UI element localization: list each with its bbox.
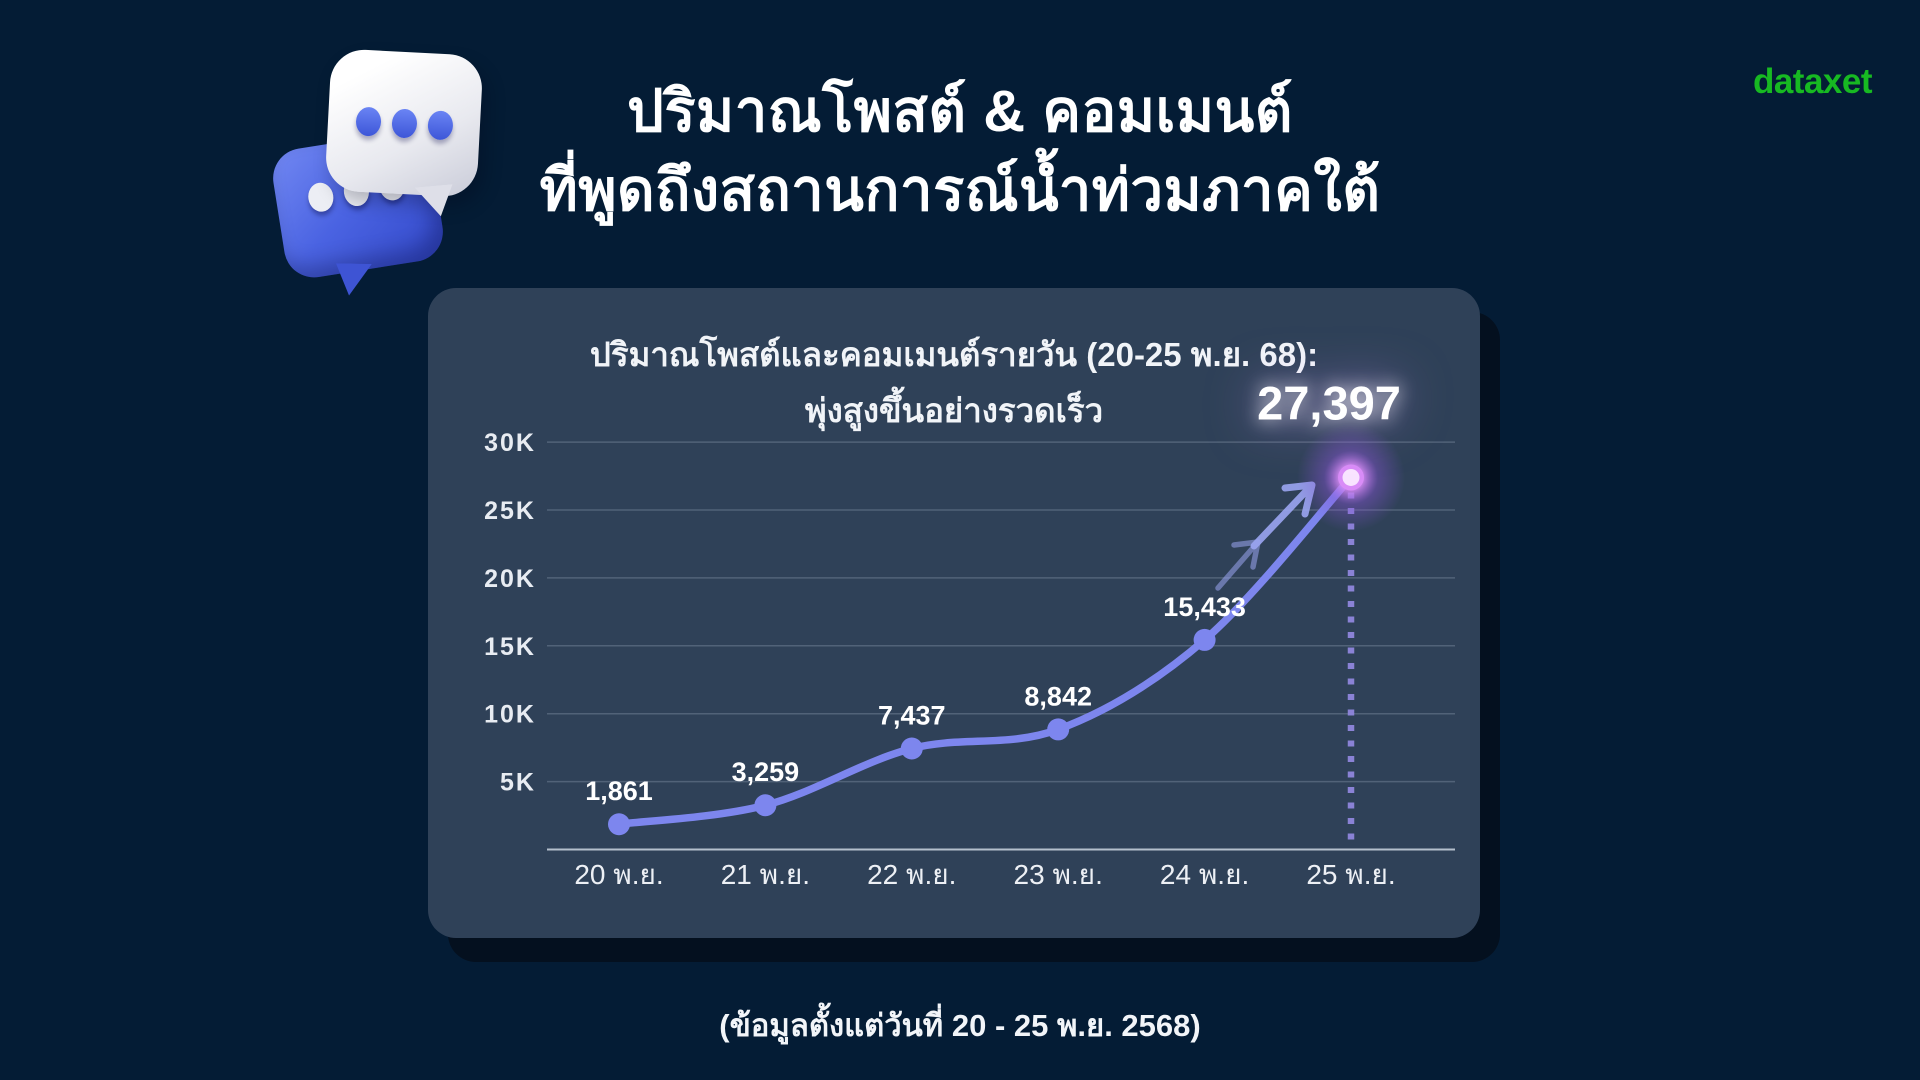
data-point: [1047, 718, 1070, 741]
data-point: [608, 813, 630, 836]
x-tick-label: 24 พ.ย.: [1160, 859, 1249, 890]
value-label: 7,437: [878, 701, 946, 731]
dataxet-logo: dataxet: [1752, 62, 1873, 101]
x-tick-label: 21 พ.ย.: [721, 859, 810, 890]
value-label: 3,259: [732, 757, 800, 787]
value-label: 1,861: [585, 776, 653, 806]
page-title: ปริมาณโพสต์ & คอมเมนต์ ที่พูดถึงสถานการณ…: [0, 73, 1920, 231]
data-point: [900, 737, 923, 760]
highlight-value-label: 27,397: [1257, 376, 1401, 429]
x-tick-label: 23 พ.ย.: [1014, 859, 1103, 890]
highlight-point-core: [1342, 468, 1360, 486]
line-chart: 5K 10K 15K 20K 25K 30K 20 พ.ย. 21 พ.ย. 22 พ.ย. 23…: [484, 376, 1455, 890]
page-title-line1: ปริมาณโพสต์ & คอมเมนต์: [627, 78, 1293, 144]
y-tick-label: 25K: [484, 497, 536, 525]
data-point: [1193, 628, 1216, 651]
value-label: 8,842: [1024, 681, 1092, 711]
y-tick-label: 5K: [500, 769, 536, 797]
chart-title-line2: พุ่งสูงขึ้นอย่างรวดเร็ว: [804, 391, 1104, 429]
value-label: 15,433: [1163, 592, 1246, 622]
trend-line: [615, 473, 1355, 828]
chart-title: ปริมาณโพสต์และคอมเมนต์รายวัน (20-25 พ.ย.…: [428, 327, 1480, 438]
x-tick-label: 22 พ.ย.: [867, 859, 956, 890]
page-title-line2: ที่พูดถึงสถานการณ์น้ำท่วมภาคใต้: [539, 157, 1381, 223]
x-tick-label: 20 พ.ย.: [574, 859, 663, 890]
data-point: [754, 794, 777, 817]
chart-title-line1: ปริมาณโพสต์และคอมเมนต์รายวัน (20-25 พ.ย.…: [589, 336, 1319, 374]
y-tick-label: 20K: [484, 565, 536, 593]
y-tick-label: 10K: [484, 701, 536, 729]
y-tick-label: 15K: [484, 633, 536, 661]
y-tick-label: 30K: [484, 429, 536, 457]
chart-card: ปริมาณโพสต์และคอมเมนต์รายวัน (20-25 พ.ย.…: [428, 288, 1480, 938]
x-tick-label: 25 พ.ย.: [1306, 859, 1395, 890]
growth-arrow-small: [1215, 539, 1261, 591]
data-range-note: (ข้อมูลตั้งแต่วันที่ 20 - 25 พ.ย. 2568): [719, 1008, 1201, 1043]
